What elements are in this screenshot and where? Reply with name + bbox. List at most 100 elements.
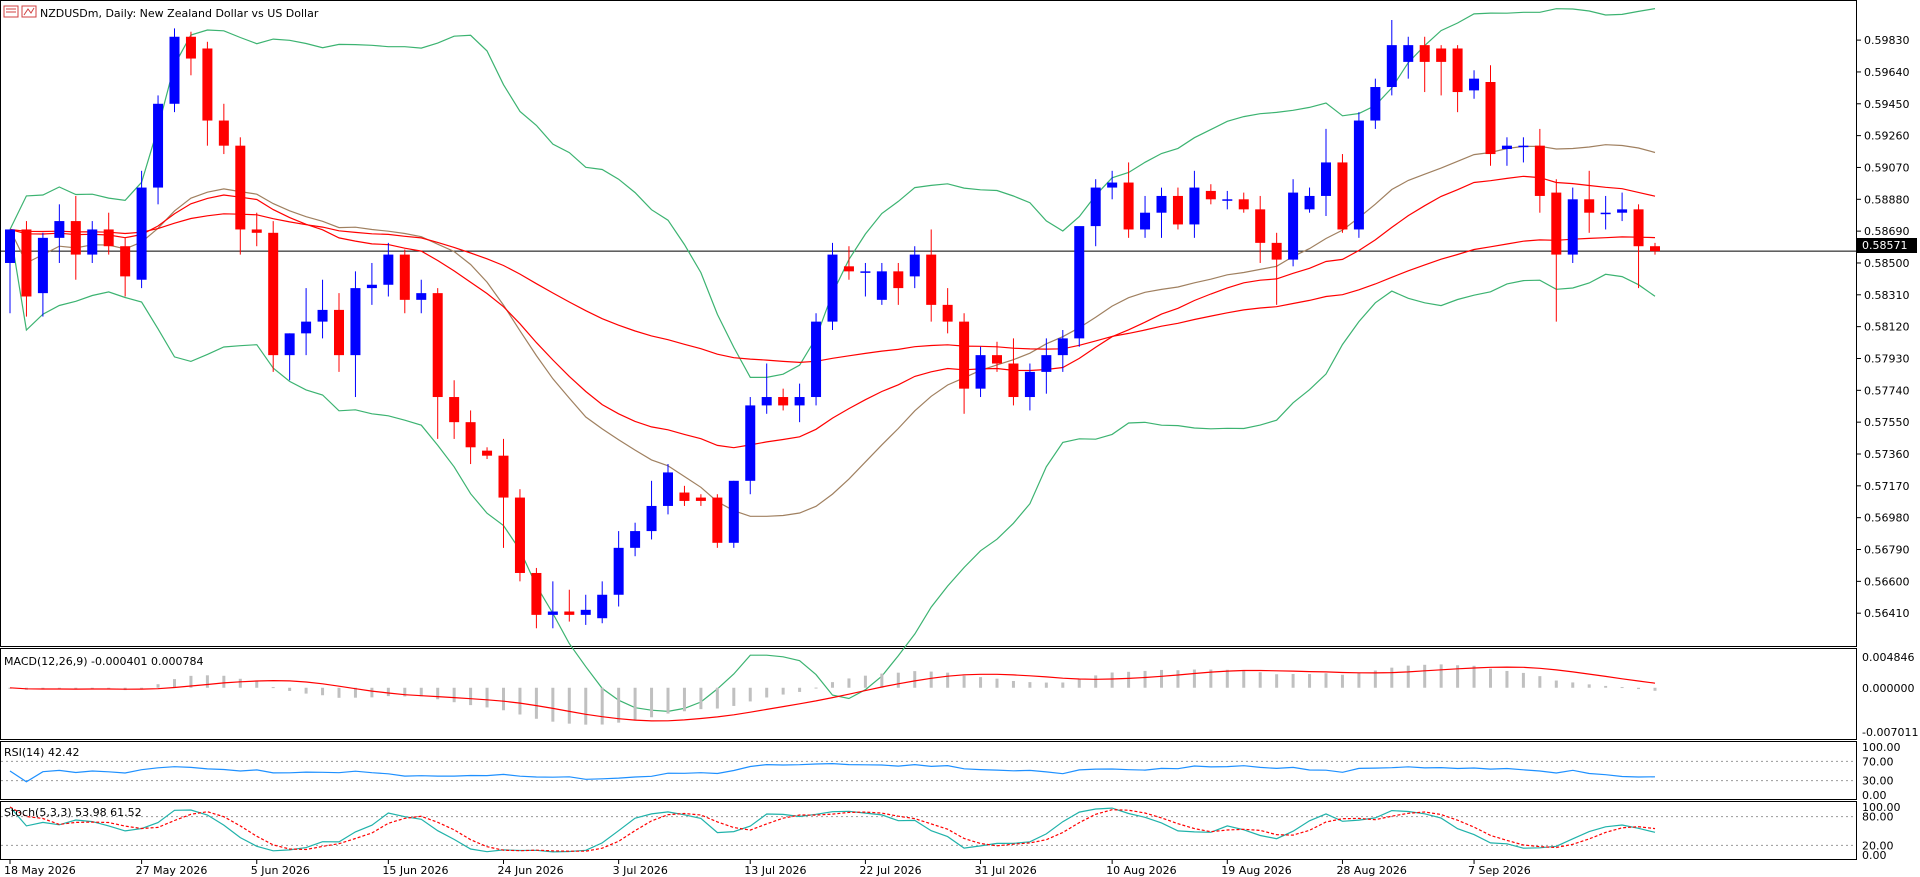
macd-bar [304, 687, 308, 694]
candle-bull [1156, 195, 1167, 213]
macd-bar [617, 687, 621, 723]
candle-bull [1288, 192, 1299, 260]
macd-bar [781, 687, 785, 695]
candle-bear [778, 397, 789, 406]
macd-bar [962, 675, 966, 688]
candle-bear [695, 497, 706, 501]
macd-bar [1160, 669, 1163, 688]
macd-bar [1324, 673, 1328, 688]
stoch-pane-border [0, 801, 1857, 860]
macd-bar [255, 681, 259, 688]
candle-bull [1057, 338, 1068, 356]
macd-bar [321, 687, 325, 696]
macd-tick-label: -0.007011 [1862, 726, 1918, 739]
macd-bar [650, 687, 654, 718]
candle-bull [580, 609, 591, 615]
price-axis: 0.59830 0.59640 0.59450 0.59260 0.59070 0.588… [1856, 34, 1918, 862]
macd-bar [1357, 672, 1361, 688]
macd-bar [1456, 665, 1460, 688]
price-tick-label: 0.57740 [1864, 384, 1910, 397]
ma-slow [9, 213, 1656, 364]
price-tick-label: 0.57170 [1864, 480, 1910, 493]
stoch-tick-label: 0.00 [1862, 849, 1887, 862]
ma-fast [9, 175, 1656, 449]
candle-bear [498, 455, 509, 498]
time-tick-label: 5 Jun 2026 [251, 864, 310, 877]
macd-bar [1028, 682, 1032, 688]
candle-bear [1419, 45, 1430, 62]
candle-bull [383, 254, 394, 285]
stoch-tick-label: 20.00 [1862, 839, 1894, 852]
macd-bar [946, 672, 950, 688]
price-tick-label: 0.59830 [1864, 34, 1910, 47]
candle-bear [268, 232, 279, 356]
macd-bar [337, 687, 341, 698]
macd-bar [1308, 674, 1312, 688]
macd-bar [386, 687, 390, 697]
time-tick-label: 10 Aug 2026 [1106, 864, 1176, 877]
candle-bear [103, 229, 114, 247]
macd-bar [682, 687, 686, 712]
candle-bear [1172, 195, 1183, 225]
macd-bar [1176, 670, 1180, 688]
macd-bar [913, 671, 917, 688]
candle-bear [1255, 209, 1266, 243]
candle-bull [909, 254, 920, 277]
candle-bull [1024, 371, 1035, 398]
macd-bar [222, 675, 226, 688]
indicator-icon[interactable] [21, 5, 37, 18]
current-price-label: 0.58571 [1862, 239, 1908, 252]
macd-bar [1620, 687, 1624, 689]
macd-bar [1340, 674, 1344, 688]
macd-signal-line [9, 666, 1656, 722]
candle-bull [153, 103, 164, 188]
macd-bar [551, 687, 555, 722]
candle-bull [1386, 45, 1397, 88]
macd-bar [1571, 682, 1575, 688]
macd-bar [1637, 687, 1641, 690]
candle-bull [1140, 212, 1151, 230]
price-tick-label: 0.57360 [1864, 448, 1910, 461]
rsi-pane-border [0, 741, 1857, 800]
candle-bear [70, 221, 81, 255]
candle-bear [399, 254, 410, 300]
time-tick-label: 15 Jun 2026 [382, 864, 448, 877]
candle-bull [416, 293, 427, 300]
price-tick-label: 0.58310 [1864, 289, 1910, 302]
time-tick-label: 28 Aug 2026 [1336, 864, 1406, 877]
candle-bear [893, 271, 904, 289]
candle-bull [1304, 195, 1315, 210]
candle-bear [1205, 190, 1216, 200]
candle-bull [1501, 145, 1512, 150]
macd-bar [1554, 680, 1558, 688]
candle-bear [432, 293, 443, 398]
candle-bear [843, 266, 854, 272]
macd-bar [403, 687, 407, 697]
candle-bear [218, 120, 229, 146]
macd-bar [1094, 675, 1098, 688]
macd-bar [633, 687, 637, 721]
candle-bull [860, 271, 871, 273]
time-tick-label: 7 Sep 2026 [1468, 864, 1531, 877]
price-tick-label: 0.57930 [1864, 352, 1910, 365]
candle-bull [761, 397, 772, 406]
time-axis: 18 May 2026 27 May 2026 5 Jun 2026 15 Jun 2… [4, 860, 1531, 877]
candle-bull [728, 480, 739, 543]
time-tick-label: 22 Jul 2026 [859, 864, 921, 877]
time-tick-label: 18 May 2026 [4, 864, 76, 877]
macd-bar [995, 678, 999, 688]
candle-bull [794, 397, 805, 406]
macd-bar [1011, 680, 1015, 688]
macd-bar [1242, 670, 1246, 688]
macd-bar [1225, 669, 1229, 688]
candle-bull [301, 321, 312, 334]
candle-bear [1123, 182, 1134, 230]
candle-bull [663, 472, 673, 506]
macd-bar [847, 678, 851, 688]
time-tick-label: 19 Aug 2026 [1221, 864, 1291, 877]
candle-bull [1189, 187, 1200, 225]
price-tick-label: 0.58690 [1864, 225, 1910, 238]
candle-bull [646, 505, 657, 532]
bollinger-middle [9, 144, 1656, 517]
